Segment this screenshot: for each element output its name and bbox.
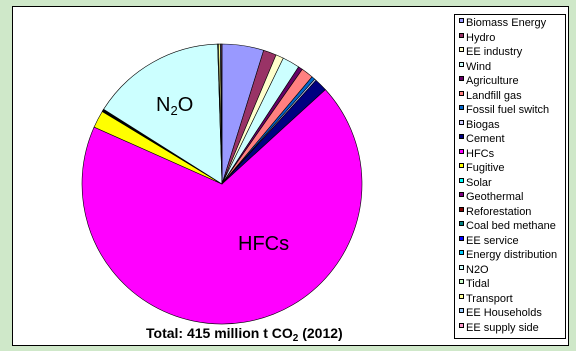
legend-swatch [459, 105, 464, 110]
legend-label: EE industry [466, 46, 523, 58]
legend-swatch [459, 235, 464, 241]
legend-swatch [459, 47, 464, 52]
legend-swatch [459, 221, 464, 226]
legend-label: Cement [466, 133, 505, 145]
legend-label: Tidal [466, 278, 490, 290]
legend-swatch [459, 279, 464, 284]
pie-slice-hfcs [81, 89, 363, 325]
legend-label: Wind [466, 60, 492, 73]
legend-swatch [459, 264, 464, 270]
legend-label: Biogas [466, 118, 500, 131]
legend-swatch [459, 148, 464, 154]
legend-label: Agriculture [466, 75, 519, 87]
legend-label: Geothermal [466, 191, 524, 203]
legend-swatch [459, 322, 464, 328]
legend-swatch [459, 119, 464, 125]
pie-slice-ee-supply-side [220, 43, 223, 185]
legend: Biomass Energy Hydro EE industry Wind Agricu… [454, 14, 566, 339]
legend-label: Coal bed methane [466, 220, 556, 232]
legend-swatch [459, 192, 464, 197]
legend-swatch [459, 293, 464, 299]
chart-footer-total: Total: 415 million t CO2 (2012) [146, 325, 343, 344]
legend-label: EE service [466, 234, 519, 247]
legend-label: Landfill gas [466, 89, 522, 102]
legend-label: Solar [466, 176, 492, 189]
legend-swatch [459, 18, 464, 23]
legend-label: EE supply side [466, 321, 539, 334]
slice-label-hfcs: HFCs [238, 233, 290, 255]
legend-label: N2O [466, 263, 489, 276]
legend-swatch [459, 61, 464, 67]
legend-label: Biomass Energy [466, 17, 547, 29]
legend-label: Energy distribution [466, 249, 558, 261]
legend-label: Fossil fuel switch [466, 104, 550, 116]
pie-slice-n2o [103, 43, 223, 185]
legend-swatch [459, 90, 464, 96]
legend-swatch [459, 206, 464, 212]
legend-label: Transport [466, 292, 513, 305]
legend-label: EE Households [466, 307, 542, 319]
legend-label: Hydro [466, 31, 496, 44]
legend-swatch [459, 76, 464, 81]
legend-swatch [459, 32, 464, 38]
legend-swatch [459, 163, 464, 168]
legend-swatch [459, 134, 464, 139]
legend-label: Reforestation [466, 205, 532, 218]
legend-label: Fugitive [466, 162, 505, 174]
slice-label-n2o: N2O [156, 94, 194, 118]
legend-swatch [459, 250, 464, 255]
legend-label: HFCs [466, 147, 495, 160]
legend-swatch [459, 308, 464, 313]
legend-swatch [459, 177, 464, 183]
